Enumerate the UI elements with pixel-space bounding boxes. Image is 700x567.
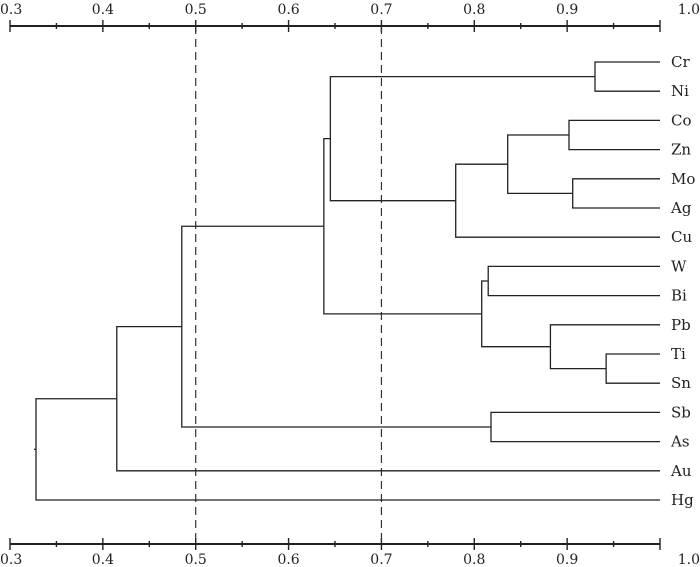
- leaf-labels: Cr Ni Co Zn Mo Ag Cu W Bi Pb Ti Sn Sb As Au Hg: [670, 53, 695, 509]
- branch-m13: [181, 225, 491, 428]
- leaf-label-cr: Cr: [671, 53, 690, 71]
- branch-m1: [594, 61, 660, 92]
- dendrogram-branches: [34, 61, 660, 501]
- leaf-label-cu: Cu: [671, 228, 692, 246]
- top-tick-label: 1.0: [678, 2, 700, 18]
- bottom-tick-label: 1.0: [678, 552, 700, 567]
- top-tick-label: 0.6: [277, 2, 299, 18]
- leaf-label-ag: Ag: [670, 199, 692, 217]
- branch-m11: [323, 138, 482, 315]
- leaf-label-pb: Pb: [671, 316, 691, 334]
- leaf-label-w: W: [671, 257, 687, 275]
- branch-m9: [549, 324, 660, 370]
- top-tick-label: 0.9: [556, 2, 578, 18]
- bottom-tick-label: 0.6: [277, 552, 299, 567]
- leaf-label-sb: Sb: [671, 403, 691, 421]
- top-axis: 0.3 0.4 0.5 0.6 0.7 0.8 0.9 1.0: [0, 2, 700, 32]
- branch-m5: [455, 163, 660, 238]
- branch-m2: [568, 119, 660, 151]
- leaf-label-bi: Bi: [671, 287, 687, 305]
- bottom-tick-label: 0.8: [463, 552, 485, 567]
- top-tick-label: 0.7: [370, 2, 392, 18]
- branch-m3: [572, 178, 660, 209]
- top-tick-label: 0.8: [463, 2, 485, 18]
- bottom-tick-label: 0.3: [0, 552, 22, 567]
- branch-m7: [487, 265, 660, 297]
- top-tick-label: 0.5: [185, 2, 207, 18]
- branch-m8: [605, 353, 660, 384]
- leaf-label-ni: Ni: [671, 82, 689, 100]
- branch-m12: [490, 411, 660, 443]
- leaf-label-sn: Sn: [671, 374, 691, 392]
- branch-m10: [481, 280, 551, 348]
- cut-lines: [195, 26, 383, 544]
- leaf-label-zn: Zn: [671, 141, 691, 159]
- top-tick-label: 0.3: [0, 2, 22, 18]
- leaf-label-co: Co: [671, 111, 692, 129]
- branch-m14: [116, 325, 660, 472]
- leaf-label-hg: Hg: [671, 491, 694, 509]
- bottom-tick-label: 0.7: [370, 552, 392, 567]
- branch-m4: [507, 134, 573, 195]
- bottom-tick-label: 0.9: [556, 552, 578, 567]
- bottom-axis: 0.3 0.4 0.5 0.6 0.7 0.8 0.9 1.0: [0, 538, 700, 567]
- branch-m15: [35, 398, 660, 501]
- bottom-tick-label: 0.4: [92, 552, 114, 567]
- branch-m6: [329, 75, 595, 202]
- leaf-label-as: As: [670, 433, 690, 451]
- leaf-label-au: Au: [670, 462, 692, 480]
- top-tick-label: 0.4: [92, 2, 114, 18]
- bottom-tick-label: 0.5: [185, 552, 207, 567]
- leaf-label-mo: Mo: [671, 170, 695, 188]
- leaf-label-ti: Ti: [671, 345, 686, 363]
